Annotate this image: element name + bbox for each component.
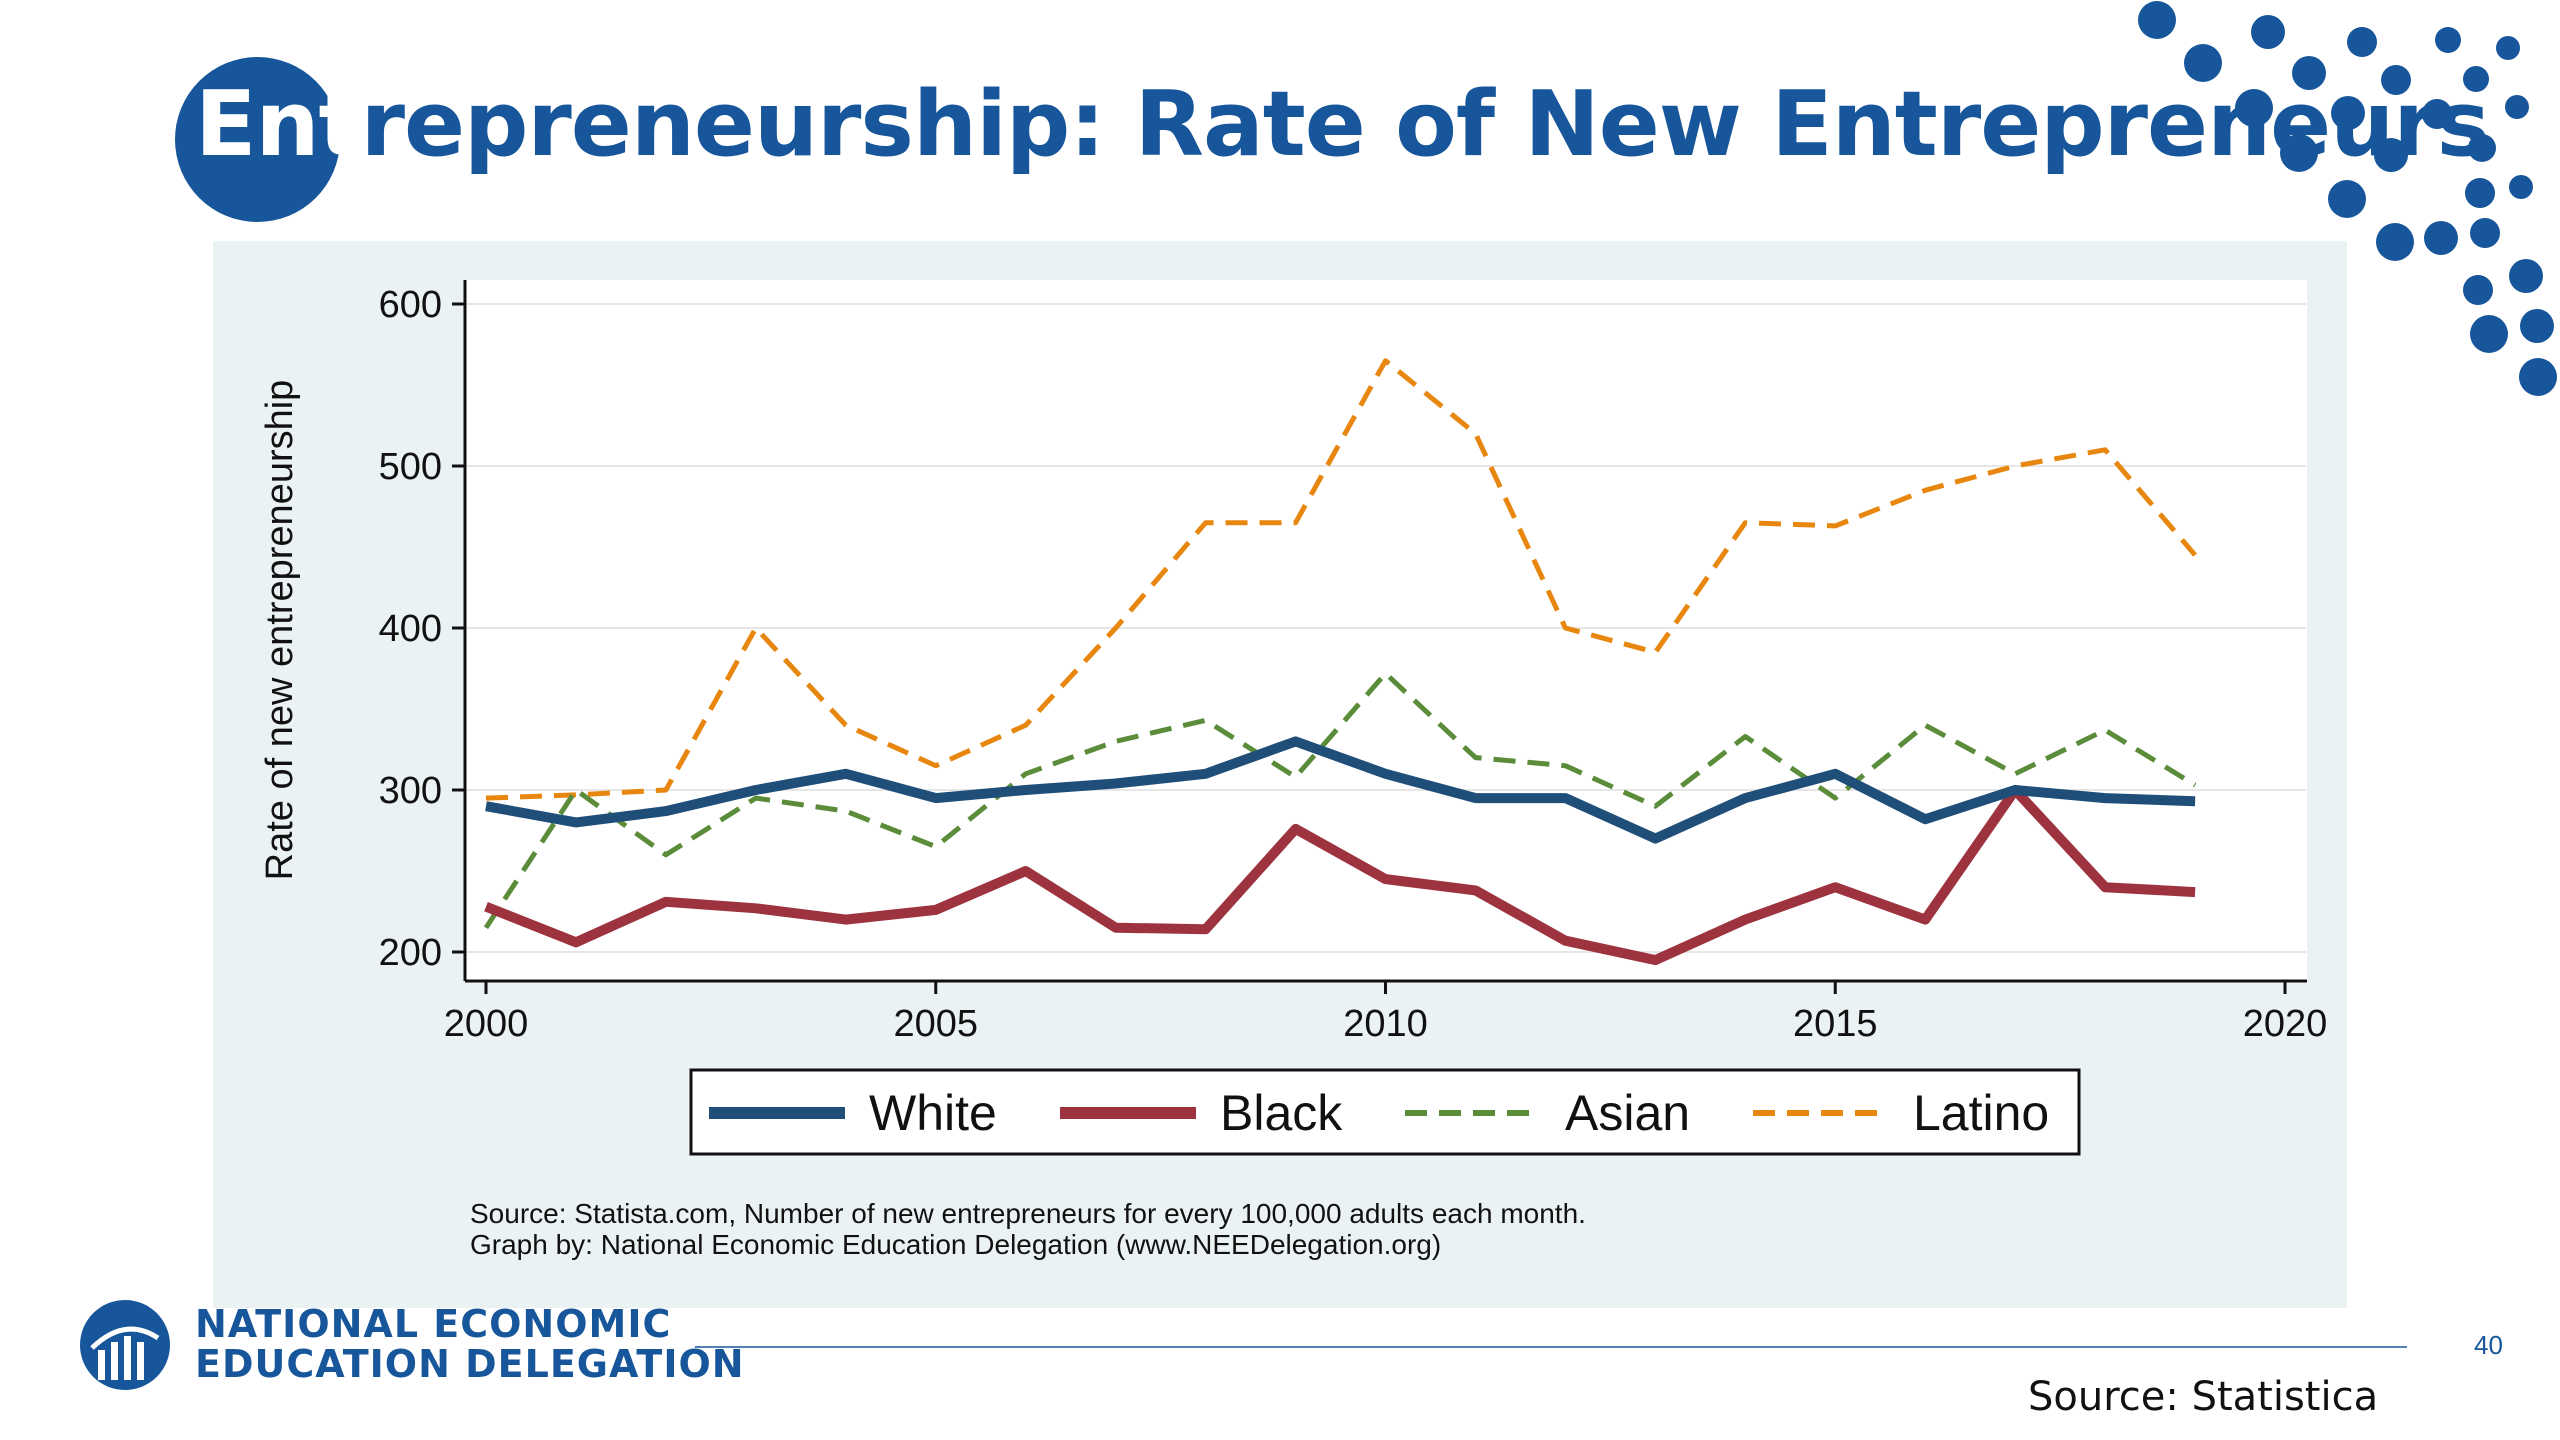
logo-line1: NATIONAL ECONOMIC (195, 1302, 672, 1346)
decorative-dot (2509, 259, 2543, 293)
page-number: 40 (2474, 1330, 2503, 1360)
decorative-dot (2374, 138, 2408, 172)
source-caption: Source: Statistica (2028, 1374, 2379, 1420)
decorative-dot (2496, 36, 2520, 60)
page-title: Entrepreneurship: Rate of New Entreprene… (195, 72, 2491, 177)
decorative-dot (2292, 56, 2326, 90)
legend-label-white: White (869, 1085, 997, 1141)
series-line-black (484, 785, 2196, 966)
decorative-dot (2520, 309, 2554, 343)
series-line-white (485, 736, 2196, 844)
decorative-dot (2422, 99, 2452, 129)
decorative-dot (2184, 44, 2222, 82)
y-tick-label: 200 (379, 932, 442, 974)
title-circle (175, 57, 340, 222)
decorative-dot (2328, 180, 2366, 218)
y-tick-label: 400 (379, 608, 442, 650)
decorative-dot (2347, 27, 2377, 57)
title-rest: repreneurship: Rate of New Entrepreneurs (360, 72, 2491, 177)
source-note-line1: Source: Statista.com, Number of new entr… (470, 1198, 1586, 1229)
decorative-dot (2505, 95, 2529, 119)
legend: White Black Asian Latino (689, 1068, 2081, 1156)
x-tick-label: 2005 (893, 1003, 978, 1045)
decorative-dot (2519, 358, 2557, 396)
legend-label-latino: Latino (1913, 1085, 2049, 1141)
decorative-dot (2470, 315, 2508, 353)
decorative-dot (2235, 89, 2273, 127)
organization-logo-text: NATIONAL ECONOMIC EDUCATION DELEGATION (195, 1304, 745, 1384)
decorative-dot (2381, 65, 2411, 95)
footer-divider (695, 1346, 2407, 1348)
decorative-dot (2465, 178, 2495, 208)
legend-box (689, 1068, 2081, 1156)
source-note: Source: Statista.com, Number of new entr… (470, 1198, 1586, 1260)
legend-label-black: Black (1220, 1085, 1343, 1141)
y-tick-label: 500 (379, 446, 442, 488)
decorative-dot (2424, 221, 2458, 255)
axes: 200 300 400 500 600 2000 2005 2010 2015 2020 (379, 280, 2328, 1045)
x-tick-label: 2010 (1343, 1003, 1428, 1045)
x-tick-label: 2000 (444, 1003, 529, 1045)
title-lead: Ent (195, 72, 362, 177)
decorative-dot (2463, 275, 2493, 305)
y-tick-label: 300 (379, 770, 442, 812)
logo-icon (80, 1300, 170, 1390)
legend-label-asian: Asian (1565, 1085, 1690, 1141)
decorative-dot (2470, 218, 2500, 248)
decorative-dot (2331, 96, 2365, 130)
decorative-dot (2509, 175, 2533, 199)
plot-area (465, 280, 2307, 981)
y-tick-label: 600 (379, 284, 442, 326)
decorative-dot (2468, 134, 2496, 162)
y-axis-label: Rate of new entrepreneurship (259, 380, 301, 881)
decorative-dot (2376, 223, 2414, 261)
decorative-dot (2251, 15, 2285, 49)
decorative-dots (2138, 1, 2557, 396)
logo-line2: EDUCATION DELEGATION (195, 1342, 745, 1386)
series-lines (483, 358, 2198, 966)
decorative-dot (2138, 1, 2176, 39)
decorative-dot (2435, 27, 2461, 53)
decorative-dot (2463, 66, 2489, 92)
source-note-line2: Graph by: National Economic Education De… (470, 1229, 1442, 1260)
x-tick-label: 2020 (2243, 1003, 2328, 1045)
decorative-dot (2280, 134, 2318, 172)
x-tick-label: 2015 (1793, 1003, 1878, 1045)
series-line-latino (485, 358, 2198, 801)
series-line-asian (483, 670, 2197, 930)
